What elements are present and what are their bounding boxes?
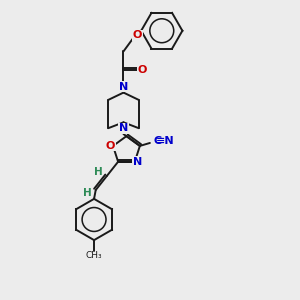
Text: N: N (119, 123, 128, 133)
Text: H: H (83, 188, 92, 198)
Text: O: O (106, 141, 115, 151)
Text: C: C (154, 136, 162, 146)
Text: ≡N: ≡N (156, 136, 175, 146)
Text: CH₃: CH₃ (86, 251, 102, 260)
Text: N: N (133, 157, 142, 167)
Text: O: O (138, 65, 147, 75)
Text: H: H (94, 167, 103, 177)
Text: O: O (133, 30, 142, 40)
Text: N: N (119, 82, 128, 92)
